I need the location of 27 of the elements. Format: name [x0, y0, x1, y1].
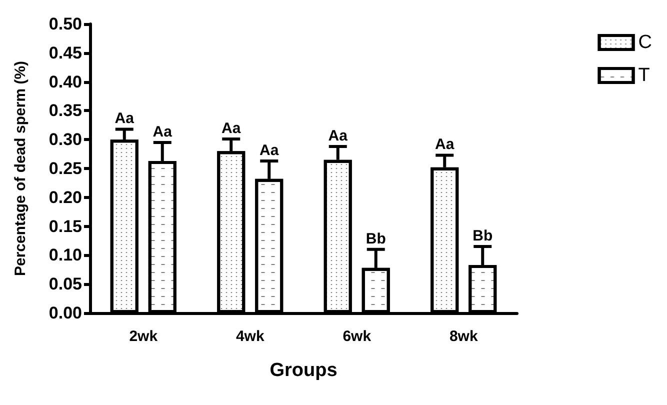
data-label: Aa — [222, 120, 242, 138]
y-tick-label: 0.25 — [48, 159, 82, 178]
y-tick-label: 0.00 — [48, 304, 82, 322]
y-tick-label: 0.35 — [48, 101, 82, 120]
y-tick-label: 0.15 — [48, 216, 82, 236]
y-tick-label: 0.10 — [48, 246, 82, 265]
y-tick-label: 0.20 — [48, 188, 82, 207]
x-tick-label: 6wk — [342, 328, 372, 345]
data-label: Aa — [328, 128, 348, 145]
y-tick-label: 0.50 — [48, 14, 82, 34]
data-label: Aa — [114, 110, 135, 128]
y-tick-label: 0.05 — [48, 274, 82, 294]
data-label: Bb — [366, 230, 386, 248]
y-tick-label: 0.30 — [48, 130, 82, 150]
data-label: Aa — [152, 123, 173, 140]
y-axis-title: Percentage of dead sperm (%) — [12, 60, 29, 276]
x-axis-title: Groups — [270, 360, 338, 381]
x-tick-label: 8wk — [449, 328, 478, 345]
x-tick-label: 2wk — [129, 328, 158, 345]
legend-label: T — [638, 65, 650, 86]
y-tick-label: 0.40 — [48, 72, 82, 92]
data-label: Aa — [260, 142, 280, 159]
y-tick-label: 0.45 — [48, 43, 82, 62]
data-label: Bb — [472, 228, 493, 245]
x-tick-label: 4wk — [236, 328, 265, 345]
legend-label: C — [638, 32, 652, 53]
data-label: Aa — [435, 136, 455, 154]
